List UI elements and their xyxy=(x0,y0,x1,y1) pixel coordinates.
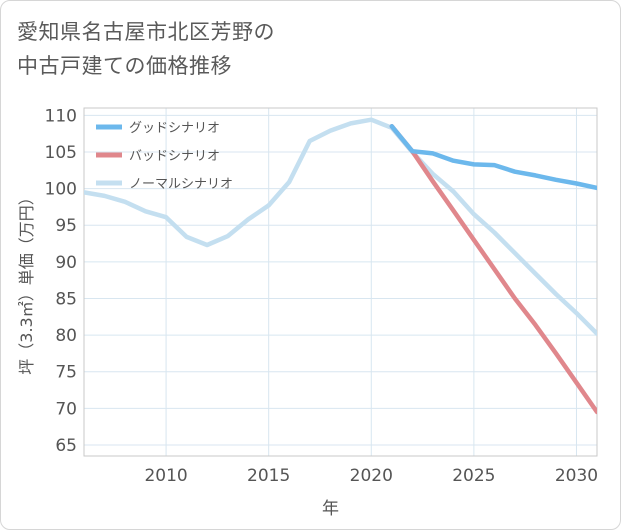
chart-title-line-2: 中古戸建ての価格推移 xyxy=(17,54,232,78)
x-tick-label: 2030 xyxy=(555,466,598,486)
y-tick-label: 110 xyxy=(45,106,77,126)
legend-label: グッドシナリオ xyxy=(129,121,220,136)
grid-lines xyxy=(84,108,597,456)
y-tick-label: 65 xyxy=(55,436,77,456)
y-axis-label: 坪（3.3㎡）単価（万円） xyxy=(17,189,36,374)
legend-label: ノーマルシナリオ xyxy=(129,177,233,192)
axis-labels: 65 70 75 80 85 90 95 100 105 110 2010 2015 2020 2025 2… xyxy=(17,106,598,519)
chart-title: 愛知県名古屋市北区芳野の 中古戸建ての価格推移 xyxy=(17,15,275,83)
series-lines xyxy=(84,117,597,415)
chart-title-line-1: 愛知県名古屋市北区芳野の xyxy=(17,20,275,44)
x-axis-label: 年 xyxy=(322,499,339,519)
y-tick-label: 95 xyxy=(55,216,77,236)
y-tick-label: 85 xyxy=(55,289,77,309)
series-line-normal xyxy=(84,117,597,336)
x-tick-label: 2010 xyxy=(144,466,187,486)
y-tick-label: 80 xyxy=(55,326,77,346)
x-tick-label: 2020 xyxy=(350,466,393,486)
y-tick-label: 100 xyxy=(45,180,77,200)
y-tick-label: 105 xyxy=(45,143,77,163)
series-line-good xyxy=(389,124,597,191)
axes xyxy=(83,107,598,457)
plot-frame xyxy=(83,107,598,457)
y-tick-label: 90 xyxy=(55,253,77,273)
y-tick-label: 75 xyxy=(55,363,77,383)
x-tick-label: 2015 xyxy=(247,466,290,486)
x-tick-label: 2025 xyxy=(452,466,495,486)
legend-label: バッドシナリオ xyxy=(129,149,220,164)
y-tick-label: 70 xyxy=(55,399,77,419)
series-line-bad xyxy=(389,124,597,415)
